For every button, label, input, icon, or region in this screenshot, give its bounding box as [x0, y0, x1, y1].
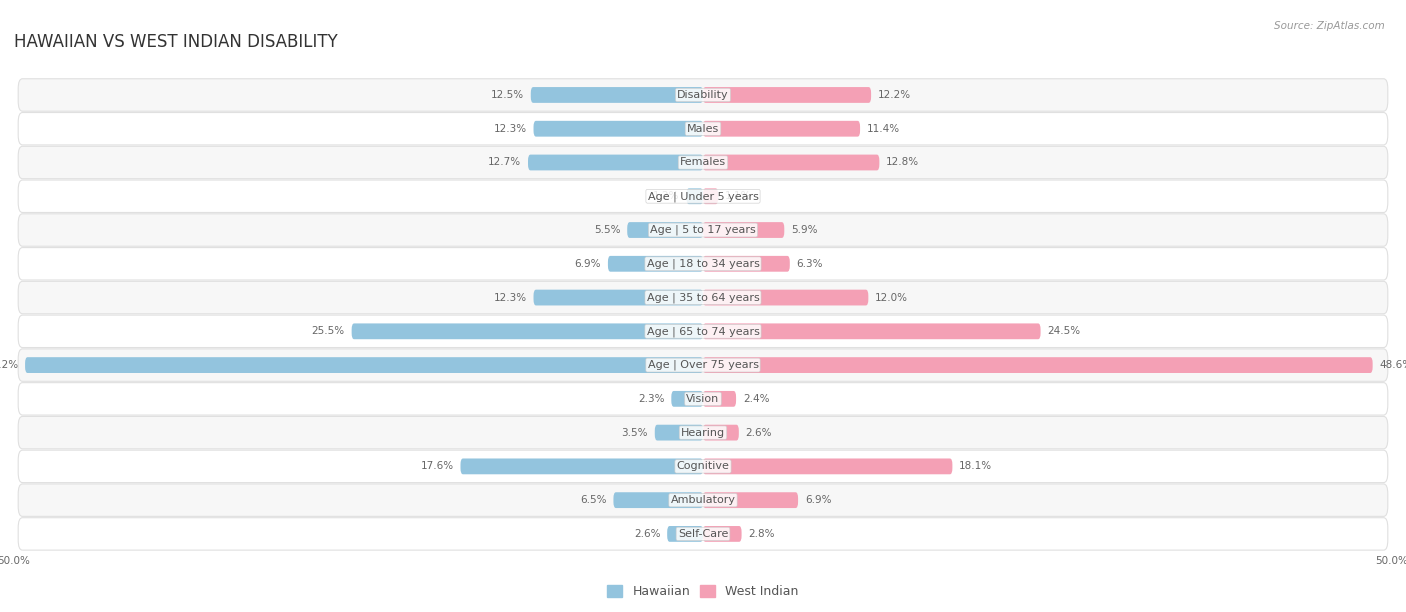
FancyBboxPatch shape [25, 357, 703, 373]
FancyBboxPatch shape [703, 256, 790, 272]
FancyBboxPatch shape [18, 146, 1388, 179]
FancyBboxPatch shape [18, 518, 1388, 550]
Text: 49.2%: 49.2% [0, 360, 18, 370]
Text: Disability: Disability [678, 90, 728, 100]
FancyBboxPatch shape [533, 121, 703, 136]
Text: Females: Females [681, 157, 725, 168]
Text: Age | Over 75 years: Age | Over 75 years [648, 360, 758, 370]
FancyBboxPatch shape [686, 188, 703, 204]
FancyBboxPatch shape [18, 450, 1388, 483]
FancyBboxPatch shape [352, 323, 703, 339]
FancyBboxPatch shape [703, 87, 872, 103]
FancyBboxPatch shape [655, 425, 703, 441]
Text: 6.9%: 6.9% [806, 495, 831, 505]
Text: 3.5%: 3.5% [621, 428, 648, 438]
FancyBboxPatch shape [703, 391, 737, 407]
Text: Age | 18 to 34 years: Age | 18 to 34 years [647, 258, 759, 269]
Text: 12.2%: 12.2% [877, 90, 911, 100]
Text: Age | Under 5 years: Age | Under 5 years [648, 191, 758, 201]
Text: Age | 5 to 17 years: Age | 5 to 17 years [650, 225, 756, 235]
FancyBboxPatch shape [533, 289, 703, 305]
FancyBboxPatch shape [703, 425, 738, 441]
FancyBboxPatch shape [703, 121, 860, 136]
Text: 24.5%: 24.5% [1047, 326, 1081, 337]
Text: 12.3%: 12.3% [494, 124, 527, 134]
FancyBboxPatch shape [18, 282, 1388, 314]
FancyBboxPatch shape [18, 248, 1388, 280]
Text: Age | 65 to 74 years: Age | 65 to 74 years [647, 326, 759, 337]
Text: 2.6%: 2.6% [745, 428, 772, 438]
Text: 48.6%: 48.6% [1379, 360, 1406, 370]
FancyBboxPatch shape [703, 458, 952, 474]
FancyBboxPatch shape [18, 416, 1388, 449]
Text: 2.8%: 2.8% [748, 529, 775, 539]
FancyBboxPatch shape [703, 222, 785, 238]
Text: 18.1%: 18.1% [959, 461, 993, 471]
Text: 1.2%: 1.2% [652, 192, 679, 201]
FancyBboxPatch shape [531, 87, 703, 103]
Text: Ambulatory: Ambulatory [671, 495, 735, 505]
FancyBboxPatch shape [613, 492, 703, 508]
Text: 5.5%: 5.5% [593, 225, 620, 235]
FancyBboxPatch shape [18, 79, 1388, 111]
Text: 17.6%: 17.6% [420, 461, 454, 471]
FancyBboxPatch shape [18, 113, 1388, 145]
FancyBboxPatch shape [461, 458, 703, 474]
FancyBboxPatch shape [703, 188, 718, 204]
FancyBboxPatch shape [18, 180, 1388, 212]
Text: 2.6%: 2.6% [634, 529, 661, 539]
Text: 6.9%: 6.9% [575, 259, 600, 269]
Text: 11.4%: 11.4% [868, 124, 900, 134]
FancyBboxPatch shape [529, 155, 703, 170]
Text: 6.3%: 6.3% [797, 259, 823, 269]
Text: 5.9%: 5.9% [792, 225, 818, 235]
FancyBboxPatch shape [18, 349, 1388, 381]
FancyBboxPatch shape [18, 214, 1388, 246]
FancyBboxPatch shape [671, 391, 703, 407]
FancyBboxPatch shape [703, 155, 879, 170]
FancyBboxPatch shape [703, 323, 1040, 339]
FancyBboxPatch shape [703, 357, 1372, 373]
Legend: Hawaiian, West Indian: Hawaiian, West Indian [602, 580, 804, 603]
FancyBboxPatch shape [703, 526, 741, 542]
Text: Age | 35 to 64 years: Age | 35 to 64 years [647, 293, 759, 303]
Text: 6.5%: 6.5% [581, 495, 606, 505]
Text: HAWAIIAN VS WEST INDIAN DISABILITY: HAWAIIAN VS WEST INDIAN DISABILITY [14, 33, 337, 51]
FancyBboxPatch shape [627, 222, 703, 238]
Text: 2.3%: 2.3% [638, 394, 665, 404]
Text: 12.0%: 12.0% [875, 293, 908, 302]
Text: 12.5%: 12.5% [491, 90, 524, 100]
FancyBboxPatch shape [607, 256, 703, 272]
Text: Vision: Vision [686, 394, 720, 404]
Text: 12.3%: 12.3% [494, 293, 527, 302]
Text: 12.8%: 12.8% [886, 157, 920, 168]
Text: Source: ZipAtlas.com: Source: ZipAtlas.com [1274, 21, 1385, 31]
Text: Hearing: Hearing [681, 428, 725, 438]
FancyBboxPatch shape [18, 315, 1388, 348]
FancyBboxPatch shape [18, 382, 1388, 415]
FancyBboxPatch shape [703, 289, 869, 305]
Text: 1.1%: 1.1% [725, 192, 752, 201]
Text: Self-Care: Self-Care [678, 529, 728, 539]
FancyBboxPatch shape [668, 526, 703, 542]
FancyBboxPatch shape [18, 484, 1388, 517]
Text: 2.4%: 2.4% [742, 394, 769, 404]
Text: 25.5%: 25.5% [312, 326, 344, 337]
Text: Cognitive: Cognitive [676, 461, 730, 471]
FancyBboxPatch shape [703, 492, 799, 508]
Text: 12.7%: 12.7% [488, 157, 522, 168]
Text: Males: Males [688, 124, 718, 134]
